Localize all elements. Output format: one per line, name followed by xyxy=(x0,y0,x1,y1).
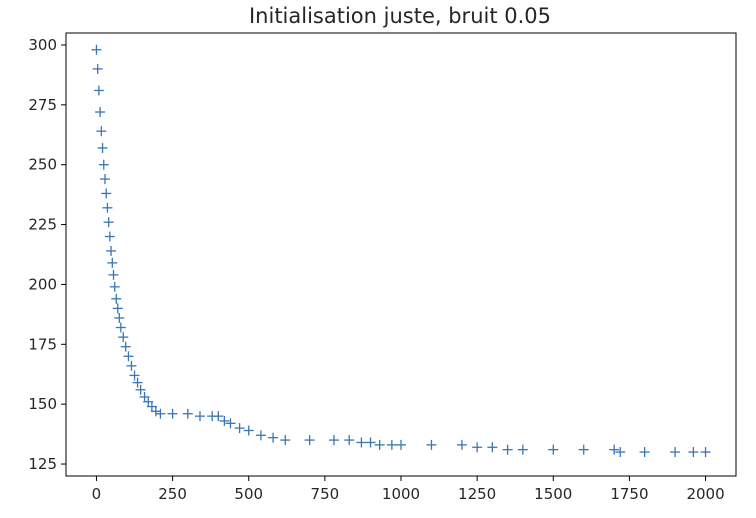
data-point xyxy=(95,107,106,118)
data-point xyxy=(93,85,104,96)
data-point xyxy=(112,303,123,314)
data-point xyxy=(365,437,376,448)
data-point xyxy=(268,432,279,443)
chart-title: Initialisation juste, bruit 0.05 xyxy=(249,4,551,28)
data-point xyxy=(101,188,112,199)
data-point xyxy=(182,408,193,419)
data-point xyxy=(396,439,406,450)
data-point xyxy=(132,377,143,388)
data-point xyxy=(456,439,467,450)
data-point xyxy=(517,444,528,455)
x-tick-label: 500 xyxy=(234,485,263,503)
y-tick-label: 225 xyxy=(28,216,57,234)
data-point xyxy=(609,444,620,455)
y-tick-label: 300 xyxy=(28,36,57,54)
y-tick-label: 125 xyxy=(28,455,57,473)
y-tick-label: 275 xyxy=(28,96,57,114)
data-point xyxy=(129,370,140,381)
data-point xyxy=(118,332,129,343)
data-point xyxy=(472,442,483,453)
data-point xyxy=(255,430,266,441)
y-tick-label: 150 xyxy=(28,395,57,413)
data-point xyxy=(344,435,355,446)
data-point xyxy=(374,439,385,450)
data-point xyxy=(213,411,224,422)
data-point xyxy=(487,442,498,453)
x-tick-label: 750 xyxy=(311,485,340,503)
data-point xyxy=(106,245,117,256)
data-point xyxy=(99,174,110,185)
x-tick-label: 1000 xyxy=(382,485,420,503)
data-point xyxy=(107,257,118,268)
data-point xyxy=(96,126,107,137)
data-point xyxy=(195,411,205,422)
data-point xyxy=(103,217,114,228)
data-point xyxy=(426,439,437,450)
x-tick-label: 1500 xyxy=(534,485,572,503)
y-tick-label: 200 xyxy=(28,275,57,293)
data-point xyxy=(123,351,134,362)
data-point xyxy=(243,425,254,436)
data-point xyxy=(639,447,650,458)
data-point xyxy=(111,293,122,304)
data-point xyxy=(615,447,626,458)
data-point xyxy=(688,447,699,458)
data-point xyxy=(329,435,339,446)
data-point xyxy=(700,447,711,458)
data-point xyxy=(670,447,681,458)
data-point xyxy=(280,435,291,446)
data-point xyxy=(502,444,513,455)
data-point xyxy=(548,444,559,455)
data-point xyxy=(92,63,103,74)
data-point xyxy=(97,142,108,153)
x-tick-label: 250 xyxy=(158,485,187,503)
data-point xyxy=(578,444,589,455)
y-tick-label: 175 xyxy=(28,335,57,353)
data-point xyxy=(120,341,131,352)
data-point xyxy=(109,281,120,292)
x-tick-label: 2000 xyxy=(686,485,724,503)
data-point xyxy=(108,269,119,280)
x-tick-label: 1250 xyxy=(458,485,496,503)
x-tick-label: 0 xyxy=(92,485,102,503)
data-point xyxy=(167,408,178,419)
axis-ticks: 0 250 500 750 1000 1250 1500 1750 2000 125 150 175 2… xyxy=(28,36,724,503)
data-point xyxy=(135,384,146,395)
y-tick-label: 250 xyxy=(28,156,57,174)
data-point xyxy=(98,159,109,170)
data-point xyxy=(234,423,245,434)
data-point xyxy=(150,406,161,417)
data-point xyxy=(115,322,126,333)
data-point xyxy=(304,435,315,446)
data-point xyxy=(104,231,115,242)
data-point xyxy=(114,312,125,323)
data-point xyxy=(219,415,230,426)
x-tick-label: 1750 xyxy=(610,485,648,503)
data-point xyxy=(102,202,113,213)
data-point xyxy=(356,437,367,448)
data-series xyxy=(91,44,711,458)
data-point xyxy=(386,439,397,450)
data-point xyxy=(126,360,137,371)
data-point xyxy=(91,44,102,55)
data-point xyxy=(155,408,166,419)
data-point xyxy=(225,418,236,429)
